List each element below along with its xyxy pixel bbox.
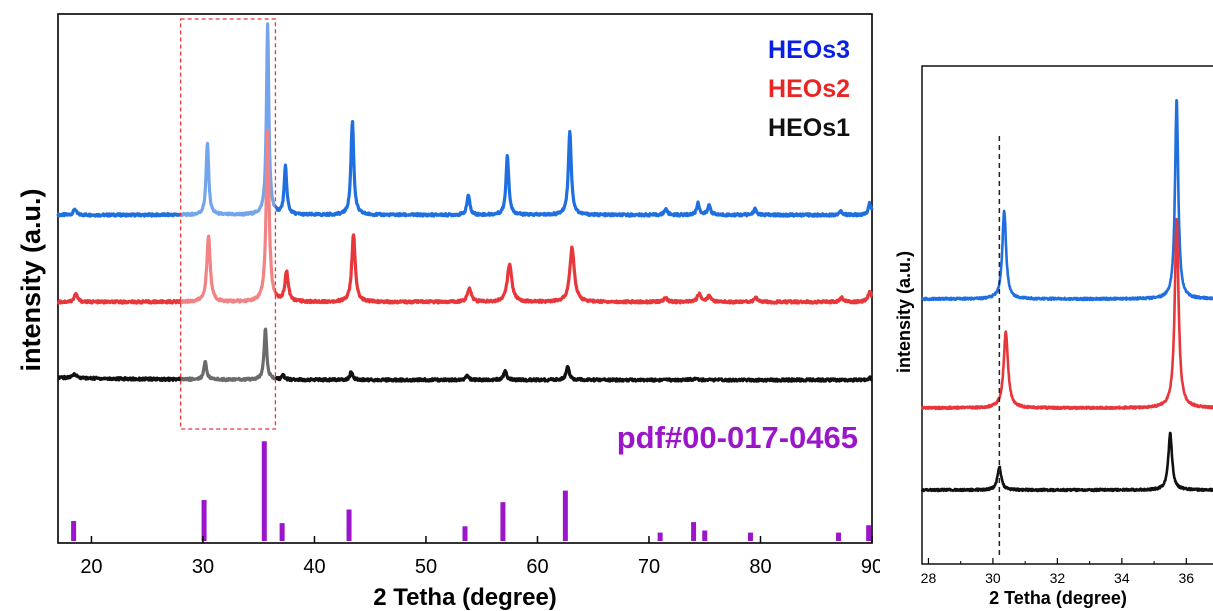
reference-bar (201, 500, 207, 541)
reference-bar (462, 526, 468, 541)
zoom-series-line-heos3 (920, 98, 1213, 302)
reference-bar (691, 522, 697, 541)
x-tick-label: 60 (526, 556, 548, 578)
zoom-x-axis-title: 2 Tetha (degree) (989, 588, 1127, 608)
reference-bar (866, 525, 872, 541)
zoom-x-tick-label: 32 (1050, 570, 1066, 586)
reference-bar (562, 490, 568, 541)
series-line-heos2 (56, 128, 874, 305)
x-tick-label: 30 (192, 556, 214, 578)
legend-entry-heos3: HEOs3 (768, 36, 850, 64)
zoom-x-tick-label: 28 (921, 570, 937, 586)
reference-bar (346, 509, 352, 541)
x-tick-label: 40 (303, 556, 325, 578)
plot-frame (57, 13, 873, 544)
zoom-plot-area: 28 30 32 34 36 (920, 65, 1213, 586)
zoom-x-tick-label: 36 (1179, 570, 1195, 586)
main-plot-area: 20 30 40 50 60 70 80 90 HEOs3 HEOs2 HEOs1 (56, 13, 880, 578)
main-xrd-chart: intensity (a.u.) 2 Tetha (degree) 20 30 40… (16, 13, 880, 611)
main-x-axis-title: 2 Tetha (degree) (373, 584, 557, 611)
reference-bar (279, 523, 285, 541)
reference-bar (500, 502, 506, 541)
legend-entry-heos2: HEOs2 (768, 75, 850, 103)
zoom-xrd-chart: intensity (a.u.) 2 Tetha (degree) 28 30 32… (894, 65, 1213, 608)
zoom-y-axis-title: intensity (a.u.) (894, 251, 914, 373)
legend-entry-heos1: HEOs1 (768, 114, 850, 142)
x-tick-label: 20 (80, 556, 102, 578)
series-line-heos3 (56, 22, 874, 218)
zoom-x-tick-label: 30 (985, 570, 1001, 586)
reference-bar (836, 532, 842, 541)
x-tick-label: 90 (861, 556, 880, 578)
reference-bar (702, 530, 708, 541)
x-tick-label: 80 (749, 556, 771, 578)
x-tick-label: 70 (638, 556, 660, 578)
reference-bar (261, 441, 267, 541)
reference-bar (747, 532, 753, 541)
main-y-axis-title: intensity (a.u.) (16, 188, 46, 371)
highlight-box (180, 18, 277, 430)
x-tick-label: 50 (415, 556, 437, 578)
zoom-x-tick-label: 34 (1114, 570, 1130, 586)
reference-label: pdf#00-017-0465 (617, 420, 858, 455)
zoom-series-line-heos1 (920, 431, 1213, 493)
zoom-series-line-heos2 (921, 217, 1213, 411)
reference-bar (657, 532, 663, 541)
series-line-heos1 (56, 327, 874, 383)
reference-bar (71, 521, 77, 541)
